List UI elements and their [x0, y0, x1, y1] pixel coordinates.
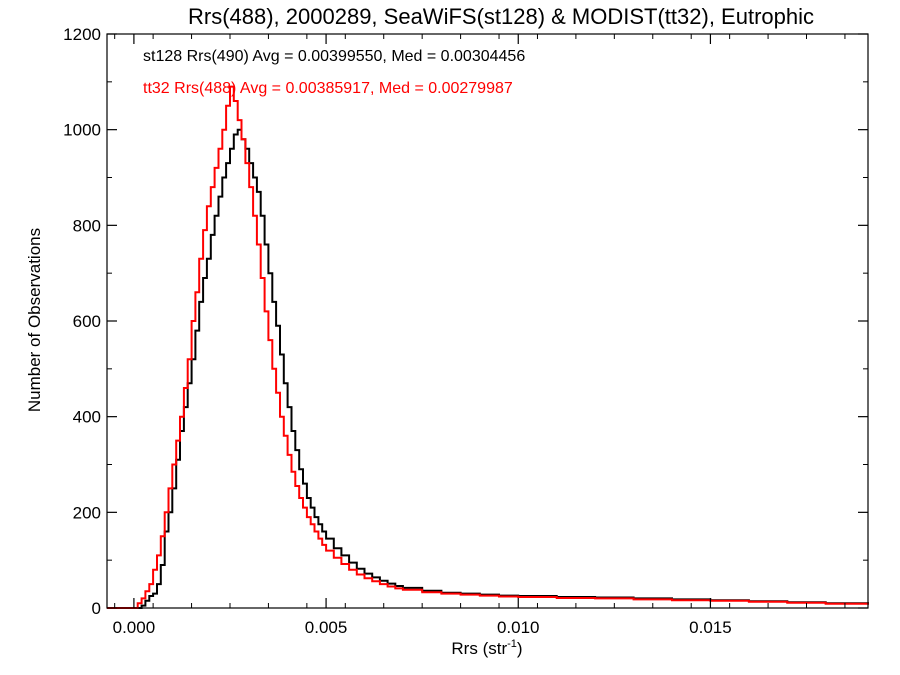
plot-frame	[106, 33, 869, 609]
x-tick-label: 0.000	[113, 618, 156, 637]
y-tick-label: 1200	[63, 25, 101, 44]
y-tick-label: 600	[73, 312, 101, 331]
y-axis-title: Number of Observations	[25, 228, 44, 412]
x-tick-label: 0.010	[497, 618, 540, 637]
series-line-1	[107, 85, 869, 609]
y-tick-label: 800	[73, 216, 101, 235]
y-tick-label: 200	[73, 503, 101, 522]
y-tick-label: 400	[73, 408, 101, 427]
series-line-0	[107, 128, 869, 609]
plot-area: 0.000 0.005 0.010 0.015 0 200 400 600 800 1000 120…	[63, 25, 869, 637]
x-axis-title-close: )	[517, 639, 523, 658]
x-tick-label: 0.015	[689, 618, 732, 637]
y-tick-label: 1000	[63, 121, 101, 140]
x-axis-title: Rrs (str-1)	[451, 638, 522, 658]
x-axis-title-text: Rrs (str	[451, 639, 507, 658]
y-tick-label: 0	[92, 599, 101, 618]
legend-entry-tt32: tt32 Rrs(488) Avg = 0.00385917, Med = 0.…	[143, 80, 513, 97]
chart-title: Rrs(488), 2000289, SeaWiFS(st128) & MODI…	[188, 4, 814, 29]
x-tick-label: 0.005	[305, 618, 348, 637]
x-axis-title-superscript: -1	[507, 638, 517, 650]
legend-entry-st128: st128 Rrs(490) Avg = 0.00399550, Med = 0…	[143, 48, 525, 65]
